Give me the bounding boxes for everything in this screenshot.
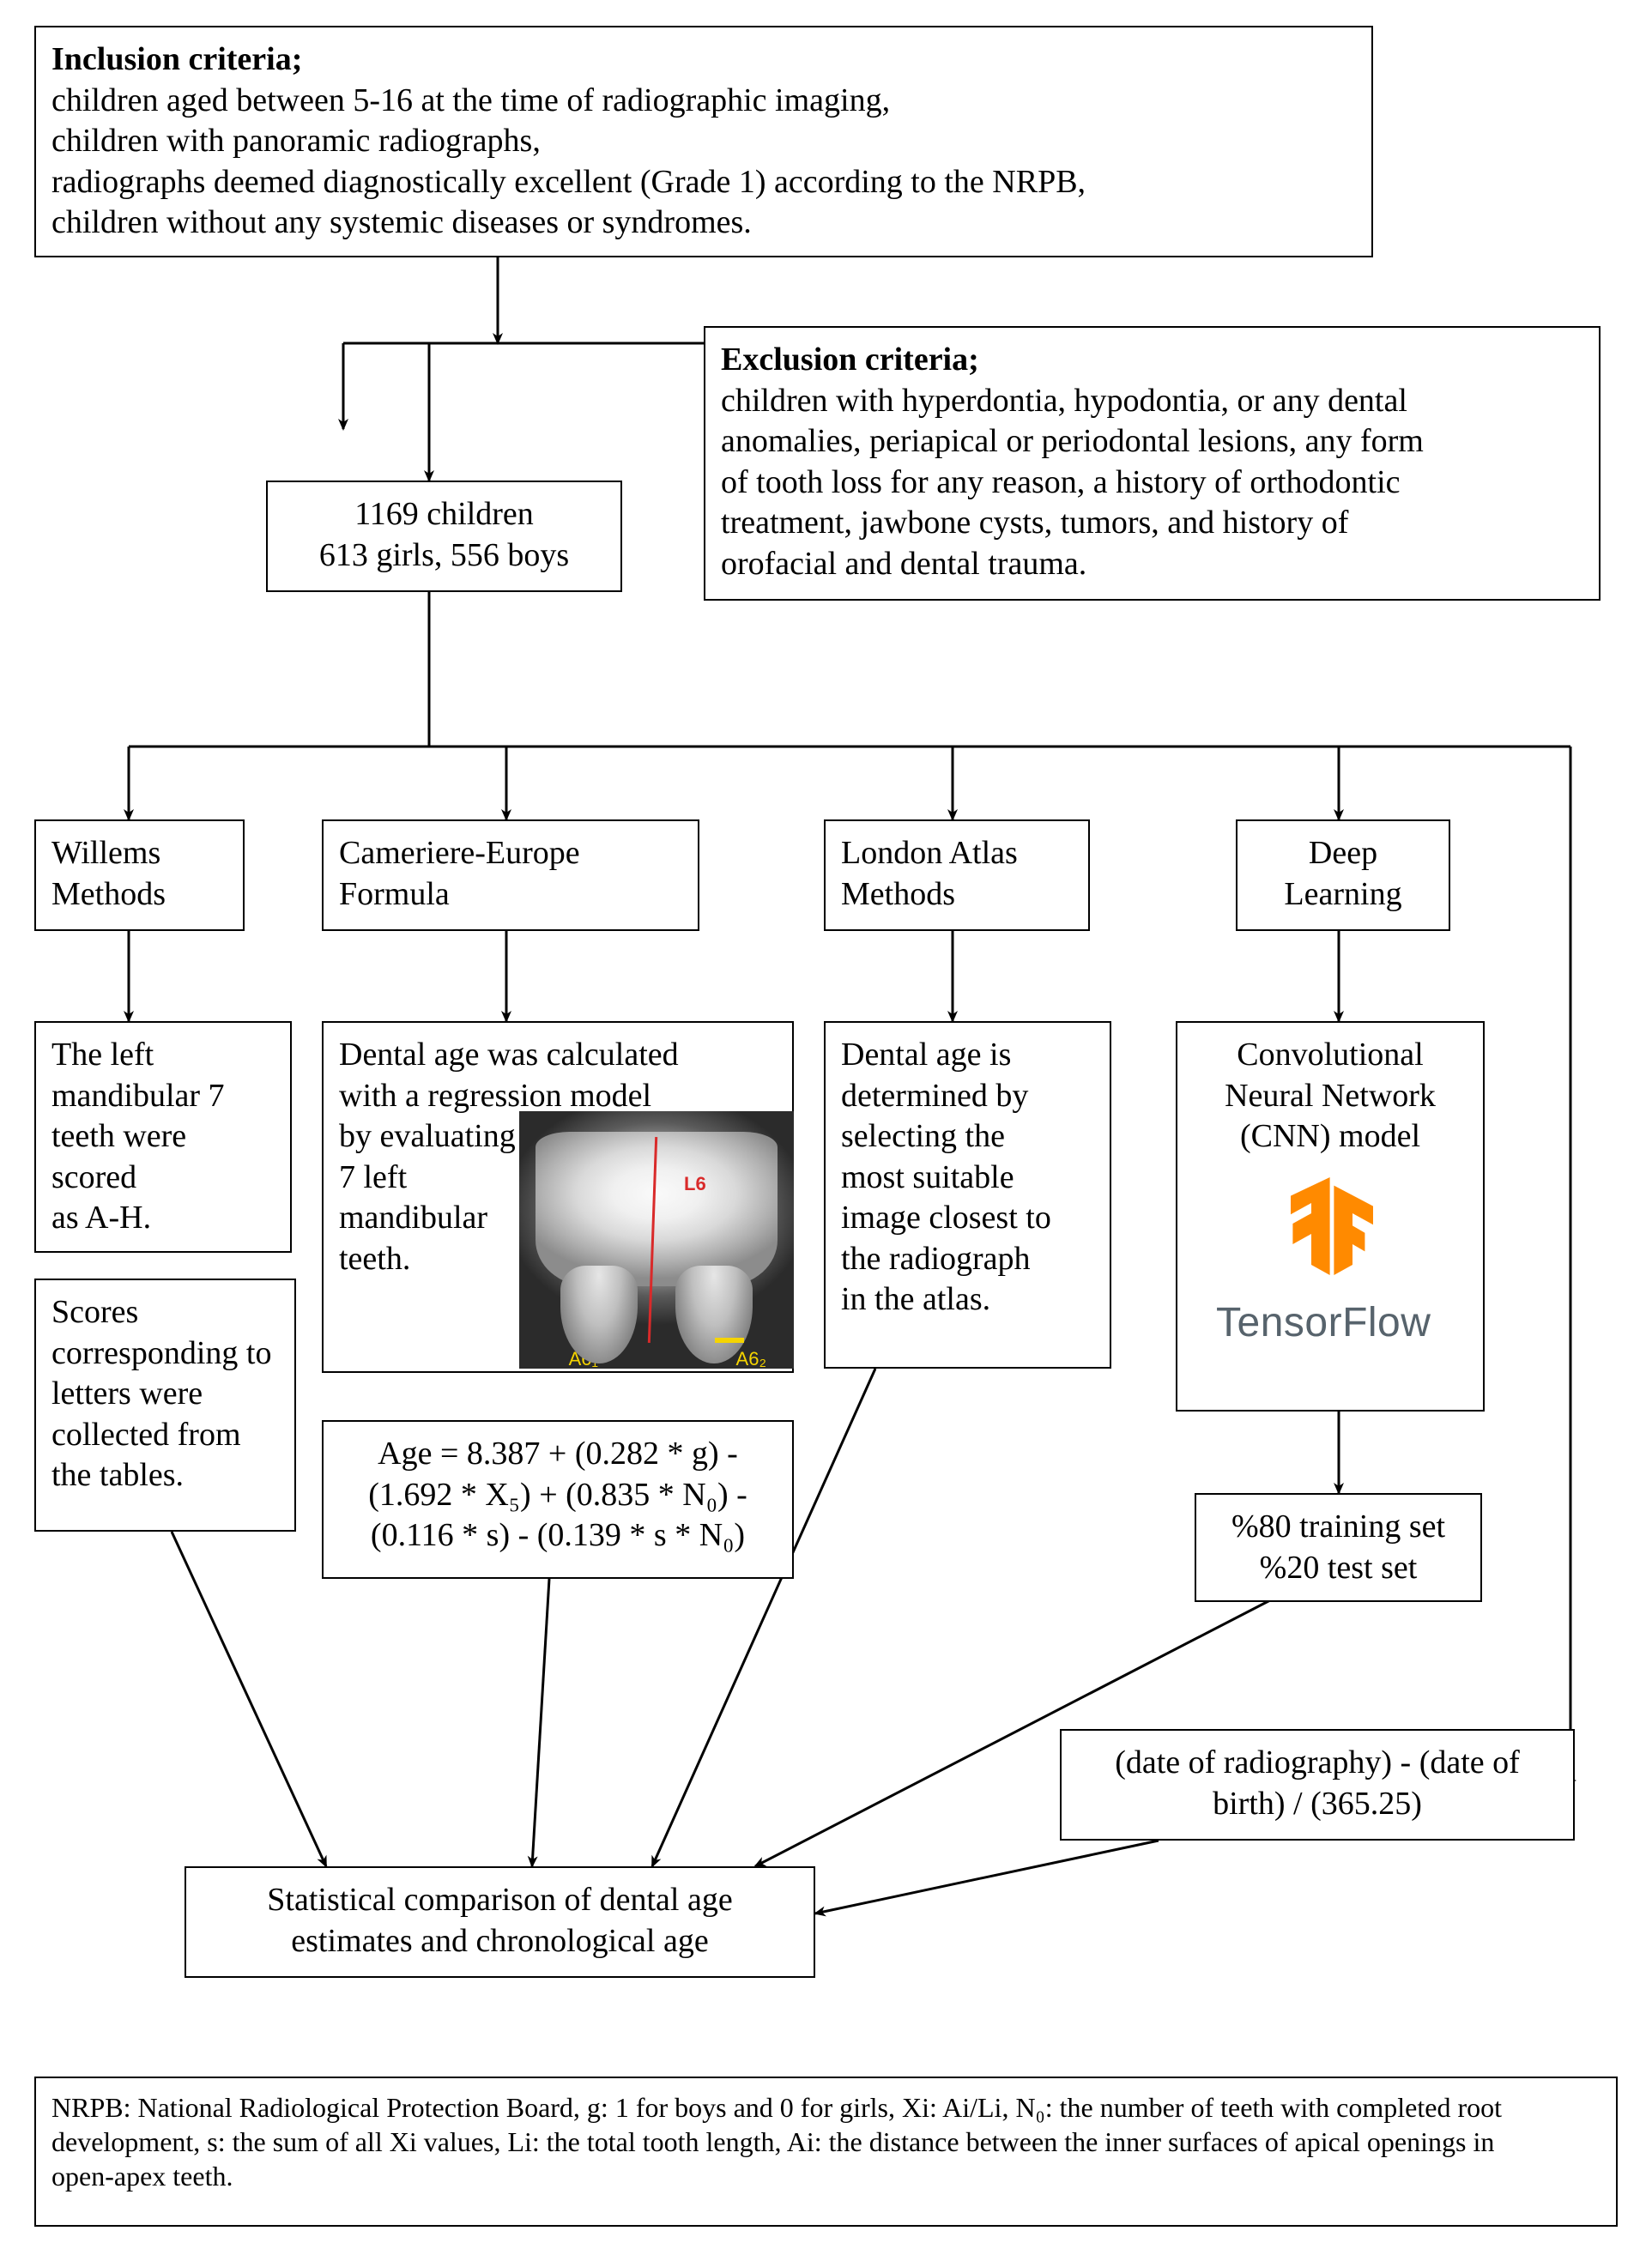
cnn-b2-line: %80 training set [1231, 1508, 1445, 1545]
stats-line: Statistical comparison of dental age [267, 1882, 732, 1918]
tensorflow-logo-icon [1280, 1177, 1383, 1280]
london-b1-line: determined by [841, 1078, 1028, 1114]
abbreviations-footnote-box: NRPB: National Radiological Protection B… [34, 2077, 1618, 2227]
cameriere-formula-box: Age = 8.387 + (0.282 * g) - (1.692 * X₅)… [322, 1420, 794, 1579]
formula-line: (0.116 * s) - (0.139 * s * N₀) [371, 1517, 745, 1553]
london-header-box: London Atlas Methods [824, 819, 1090, 931]
cnn-b1-line: (CNN) model [1240, 1118, 1420, 1154]
london-desc-box: Dental age is determined by selecting th… [824, 1021, 1111, 1369]
cnn-b1-line: Convolutional [1237, 1037, 1423, 1073]
cohort-box: 1169 children 613 girls, 556 boys [266, 481, 622, 592]
inclusion-criteria-box: Inclusion criteria; children aged betwee… [34, 26, 1373, 257]
exclusion-line: children with hyperdontia, hypodontia, o… [721, 383, 1407, 419]
inclusion-line: radiographs deemed diagnostically excell… [51, 164, 1086, 200]
willems-header-line: Willems [51, 835, 160, 871]
deep-header-line: Learning [1284, 876, 1401, 912]
willems-b1-line: The left [51, 1037, 154, 1073]
date-formula-box: (date of radiography) - (date of birth) … [1060, 1729, 1575, 1841]
footnote-line: NRPB: National Radiological Protection B… [51, 2092, 1502, 2123]
willems-b2-line: Scores [51, 1294, 138, 1330]
tensorflow-logo-text: TensorFlow [1216, 1297, 1431, 1349]
willems-b1-line: as A-H. [51, 1200, 151, 1236]
deep-header-line: Deep [1309, 835, 1377, 871]
willems-b2-line: corresponding to [51, 1335, 271, 1371]
willems-b2-line: collected from [51, 1417, 241, 1453]
london-b1-line: image closest to [841, 1200, 1051, 1236]
date-line: birth) / (365.25) [1213, 1786, 1422, 1822]
willems-b1-line: teeth were scored [51, 1118, 186, 1195]
footnote-line: development, s: the sum of all Xi values… [51, 2126, 1494, 2157]
cameriere-b1-line: teeth. [339, 1241, 410, 1277]
willems-b1-line: mandibular 7 [51, 1078, 225, 1114]
willems-header-line: Methods [51, 876, 166, 912]
stats-line: estimates and chronological age [291, 1923, 708, 1959]
radiograph-label-L: L6 [684, 1173, 706, 1195]
willems-desc-1-box: The left mandibular 7 teeth were scored … [34, 1021, 292, 1253]
radiograph-label-A1: A6₁ [569, 1348, 598, 1369]
inclusion-line: children without any systemic diseases o… [51, 204, 752, 240]
flowchart-canvas: Inclusion criteria; children aged betwee… [0, 0, 1652, 2249]
cameriere-b1-line: with a regression model [339, 1078, 651, 1114]
cameriere-header-line: Formula [339, 876, 450, 912]
inclusion-title: Inclusion criteria; [51, 41, 302, 77]
exclusion-line: anomalies, periapical or periodontal les… [721, 423, 1424, 459]
london-header-line: London Atlas [841, 835, 1018, 871]
willems-b2-line: letters were [51, 1375, 203, 1412]
footnote-line: open-apex teeth. [51, 2161, 233, 2192]
london-b1-line: most suitable [841, 1159, 1014, 1195]
cnn-desc-box: Convolutional Neural Network (CNN) model… [1176, 1021, 1485, 1412]
inclusion-line: children with panoramic radiographs, [51, 123, 541, 159]
exclusion-line: treatment, jawbone cysts, tumors, and hi… [721, 505, 1348, 541]
cameriere-b1-line: by evaluating [339, 1118, 516, 1154]
willems-b2-line: the tables. [51, 1457, 184, 1493]
cnn-split-box: %80 training set %20 test set [1195, 1493, 1482, 1602]
willems-header-box: Willems Methods [34, 819, 245, 931]
inclusion-line: children aged between 5-16 at the time o… [51, 82, 890, 118]
london-b1-line: in the atlas. [841, 1281, 990, 1317]
tooth-radiograph-image: L6 A6₁ A6₂ [519, 1111, 794, 1369]
radiograph-label-A2: A6₂ [736, 1348, 766, 1369]
cameriere-header-line: Cameriere-Europe [339, 835, 580, 871]
london-b1-line: the radiograph [841, 1241, 1031, 1277]
formula-line: Age = 8.387 + (0.282 * g) - [378, 1436, 738, 1472]
date-line: (date of radiography) - (date of [1115, 1744, 1520, 1780]
formula-line: (1.692 * X₅) + (0.835 * N₀) - [368, 1477, 747, 1513]
statistical-comparison-box: Statistical comparison of dental age est… [185, 1866, 815, 1978]
london-b1-line: Dental age is [841, 1037, 1011, 1073]
exclusion-line: of tooth loss for any reason, a history … [721, 464, 1401, 500]
cameriere-b1-line: 7 left [339, 1159, 407, 1195]
willems-desc-2-box: Scores corresponding to letters were col… [34, 1279, 296, 1532]
exclusion-criteria-box: Exclusion criteria; children with hyperd… [704, 326, 1601, 601]
cohort-line: 1169 children [354, 496, 534, 532]
cnn-b1-line: Neural Network [1225, 1078, 1436, 1114]
cameriere-b1-line: mandibular [339, 1200, 487, 1236]
cnn-b2-line: %20 test set [1260, 1550, 1418, 1586]
deep-learning-header-box: Deep Learning [1236, 819, 1450, 931]
exclusion-title: Exclusion criteria; [721, 342, 979, 378]
cameriere-header-box: Cameriere-Europe Formula [322, 819, 699, 931]
cohort-line: 613 girls, 556 boys [319, 537, 569, 573]
cameriere-b1-line: Dental age was calculated [339, 1037, 679, 1073]
london-header-line: Methods [841, 876, 955, 912]
london-b1-line: selecting the [841, 1118, 1005, 1154]
exclusion-line: orofacial and dental trauma. [721, 546, 1086, 582]
